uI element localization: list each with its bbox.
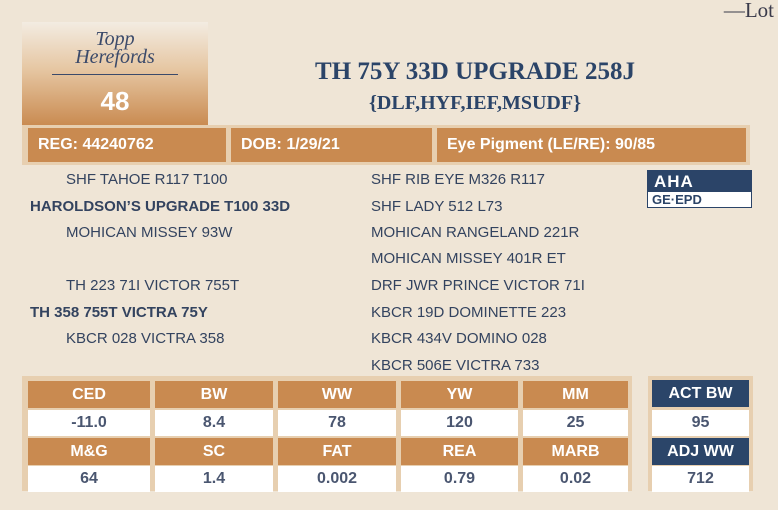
aha-ge-epd-logo: AHA GE·EPD — [647, 170, 752, 208]
logo-underline — [52, 74, 178, 75]
pedigree-right: MOHICAN RANGELAND 221R — [371, 224, 580, 241]
epd-header: BW — [155, 381, 273, 408]
epd-header: SC — [155, 438, 273, 465]
pedigree-right: SHF RIB EYE M326 R117 — [371, 171, 545, 188]
epd-value: 8.4 — [155, 410, 273, 436]
epd-value: 1.4 — [155, 466, 273, 492]
sire-dam: MOHICAN MISSEY 93W — [66, 224, 233, 241]
pedigree-right: DRF JWR PRINCE VICTOR 71I — [371, 277, 585, 294]
pedigree-right: KBCR 434V DOMINO 028 — [371, 330, 547, 347]
dam-dam: KBCR 028 VICTRA 358 — [66, 330, 225, 347]
sire-sire: SHF TAHOE R117 T100 — [66, 171, 228, 188]
topp-herefords-logo: Topp Herefords — [22, 28, 208, 68]
epd-value: 0.79 — [401, 466, 518, 492]
pedigree-right: KBCR 19D DOMINETTE 223 — [371, 304, 567, 321]
epd-value: 64 — [28, 466, 150, 492]
date-of-birth: DOB: 1/29/21 — [231, 128, 432, 162]
registration-number: REG: 44240762 — [28, 128, 226, 162]
act-bw-value: 95 — [652, 410, 749, 436]
genetic-status: {DLF,HYF,IEF,MSUDF} — [369, 92, 581, 114]
epd-header: REA — [401, 438, 518, 465]
epd-header: FAT — [278, 438, 396, 465]
actual-weights-table: ACT BW 95 ADJ WW 712 — [648, 376, 753, 492]
epd-header: CED — [28, 381, 150, 408]
epd-header: YW — [401, 381, 518, 408]
epd-header: WW — [278, 381, 396, 408]
sire: HAROLDSON’S UPGRADE T100 33D — [30, 198, 291, 215]
aha-logo-bottom: GE·EPD — [652, 192, 702, 207]
epd-value: 78 — [278, 410, 396, 436]
aha-logo-top: AHA — [648, 171, 751, 192]
dam-sire: TH 223 71I VICTOR 755T — [66, 277, 240, 294]
pedigree-right: KBCR 506E VICTRA 733 — [371, 357, 540, 374]
dam: TH 358 755T VICTRA 75Y — [30, 304, 208, 321]
epd-header: MM — [523, 381, 628, 408]
logo-line-2: Herefords — [75, 46, 155, 68]
lot-header-box: Topp Herefords 48 — [22, 22, 208, 126]
eye-pigment: Eye Pigment (LE/RE): 90/85 — [437, 128, 746, 162]
pedigree-right: MOHICAN MISSEY 401R ET — [371, 250, 566, 267]
lot-number: 48 — [100, 86, 130, 116]
pedigree-right: SHF LADY 512 L73 — [371, 198, 503, 215]
epd-value: 0.002 — [278, 466, 396, 492]
adj-ww-header: ADJ WW — [652, 438, 749, 465]
epd-value: 0.02 — [523, 466, 628, 492]
epd-value: -11.0 — [28, 410, 150, 436]
info-bar: REG: 44240762 DOB: 1/29/21 Eye Pigment (… — [22, 125, 750, 165]
epd-table: CED BW WW YW MM -11.0 8.4 78 120 25 M&G SC FAT REA MAR… — [22, 376, 632, 492]
adj-ww-value: 712 — [652, 466, 749, 492]
epd-value: 120 — [401, 410, 518, 436]
epd-header: M&G — [28, 438, 150, 465]
logo-line-1: Topp — [95, 28, 135, 50]
act-bw-header: ACT BW — [652, 380, 749, 407]
epd-value: 25 — [523, 410, 628, 436]
lot-label: —Lot — [723, 0, 774, 22]
animal-name: TH 75Y 33D UPGRADE 258J — [315, 58, 635, 85]
epd-header: MARB — [523, 438, 628, 465]
